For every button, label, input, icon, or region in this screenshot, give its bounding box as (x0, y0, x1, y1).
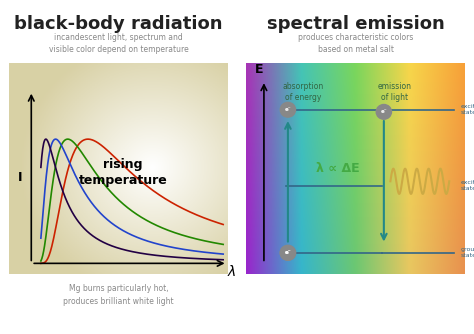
Text: λ ∝ ΔE: λ ∝ ΔE (316, 162, 360, 175)
Text: excited
state: excited state (460, 104, 474, 115)
Text: λ: λ (228, 265, 236, 279)
Text: spectral emission: spectral emission (266, 15, 444, 33)
Text: produces characteristic colors
based on metal salt: produces characteristic colors based on … (298, 32, 413, 54)
Text: e⁻: e⁻ (284, 250, 291, 255)
Circle shape (376, 105, 392, 119)
Circle shape (280, 103, 296, 117)
Circle shape (280, 245, 296, 260)
Text: emission
of light: emission of light (378, 82, 412, 103)
Text: Mg burns particularly hot,
produces brilliant white light: Mg burns particularly hot, produces bril… (63, 284, 174, 306)
Text: e⁻: e⁻ (381, 109, 387, 114)
Text: absorption
of energy: absorption of energy (283, 82, 324, 103)
Circle shape (280, 245, 296, 260)
Text: E: E (255, 63, 264, 76)
Text: black-body radiation: black-body radiation (14, 15, 223, 33)
Text: rising
temperature: rising temperature (79, 158, 167, 187)
Text: e⁻: e⁻ (284, 107, 291, 112)
Text: ground
state: ground state (460, 247, 474, 259)
Text: incandescent light, spectrum and
visible color depend on temperature: incandescent light, spectrum and visible… (49, 32, 188, 54)
Text: e⁻: e⁻ (284, 250, 291, 255)
Text: I: I (18, 171, 23, 184)
Text: excited
state: excited state (460, 180, 474, 191)
